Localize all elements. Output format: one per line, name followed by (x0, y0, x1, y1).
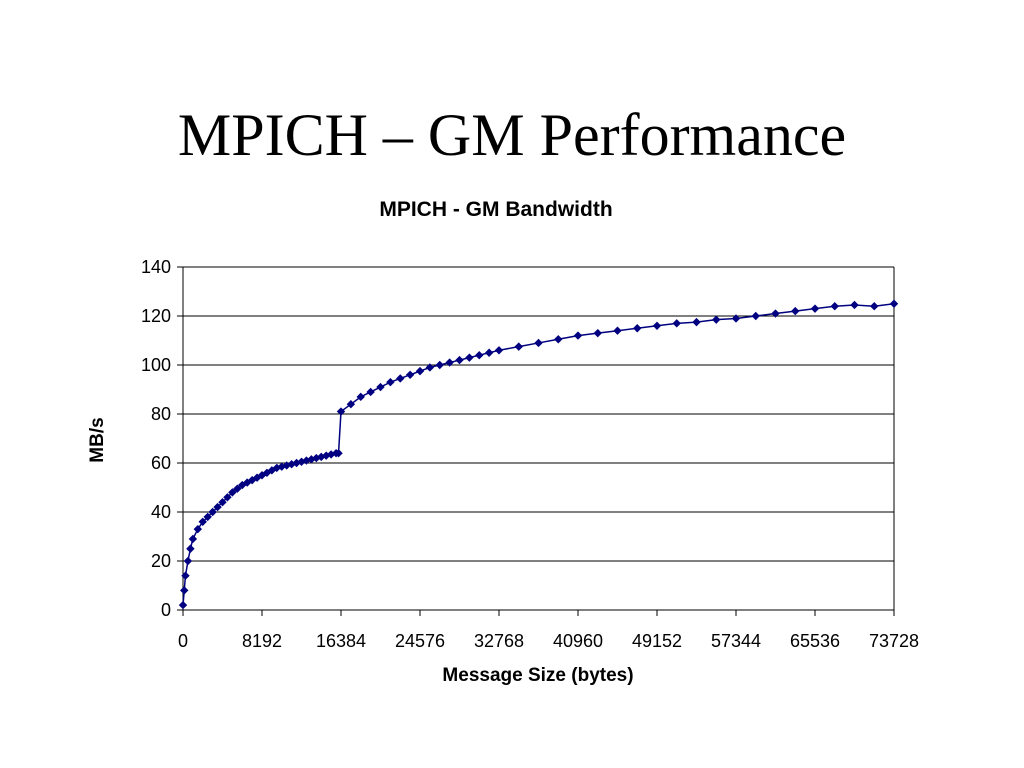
y-tick-label: 100 (141, 355, 171, 375)
data-point (534, 338, 543, 348)
data-point (633, 324, 642, 333)
data-point (455, 355, 464, 365)
data-point (425, 363, 435, 372)
data-point (233, 484, 242, 493)
data-point (186, 544, 195, 553)
series-line (182, 303, 895, 606)
data-point (692, 317, 701, 327)
data-point (218, 497, 227, 507)
data-point (415, 366, 425, 376)
data-point (346, 399, 356, 409)
data-point (573, 331, 583, 340)
data-point (178, 600, 188, 610)
data-point (183, 556, 193, 566)
data-point (613, 326, 622, 335)
data-point (652, 321, 662, 331)
data-point (356, 392, 365, 402)
data-point (213, 502, 222, 512)
data-point (465, 353, 474, 362)
y-tick-label: 80 (151, 404, 171, 424)
data-point (435, 360, 444, 370)
x-tick-label: 16384 (316, 631, 366, 651)
data-point (203, 512, 212, 522)
x-tick-label: 65536 (790, 631, 840, 651)
data-point (889, 299, 899, 308)
x-tick-label: 0 (178, 631, 188, 651)
data-point (830, 301, 839, 311)
y-tick-label: 60 (151, 453, 171, 473)
data-point (751, 311, 760, 321)
y-tick-label: 40 (151, 502, 171, 522)
x-tick-label: 8192 (242, 631, 282, 651)
data-point (712, 315, 721, 324)
data-point (771, 309, 780, 318)
x-axis-ticks: 0 8192 16384 24576 32768 40960 49152 57344 65536… (178, 610, 919, 651)
axes (182, 267, 895, 611)
data-point (198, 517, 207, 527)
data-point (870, 301, 879, 311)
data-point (810, 304, 820, 313)
x-tick-label: 49152 (632, 631, 682, 651)
y-tick-label: 140 (141, 257, 171, 277)
data-point (445, 358, 454, 367)
data-point (731, 314, 741, 323)
data-point (405, 370, 415, 380)
y-axis-label: MB/s (87, 417, 108, 462)
data-point (366, 387, 375, 397)
data-point (850, 300, 859, 310)
data-point (376, 382, 385, 392)
y-axis-ticks: 0 20 40 60 80 100 120 140 (141, 257, 183, 620)
data-point (593, 328, 602, 338)
data-point (228, 488, 237, 497)
y-tick-label: 0 (161, 600, 171, 620)
data-point (223, 493, 232, 502)
data-point (188, 534, 198, 544)
gridlines (183, 266, 894, 562)
x-tick-label: 73728 (869, 631, 919, 651)
data-point (208, 507, 217, 517)
data-point (180, 586, 189, 595)
data-point (494, 346, 504, 355)
data-point (514, 342, 523, 351)
data-point (396, 374, 405, 383)
data-point (336, 407, 346, 416)
slide-title: MPICH – GM Performance (177, 102, 847, 168)
data-point (484, 348, 494, 357)
x-tick-label: 40960 (553, 631, 603, 651)
x-axis-label: Message Size (bytes) (442, 665, 633, 686)
x-tick-label: 32768 (474, 631, 524, 651)
data-point (386, 377, 395, 387)
data-point (334, 448, 343, 458)
chart-title: MPICH - GM Bandwidth (379, 198, 612, 221)
data-point (475, 350, 484, 360)
data-point (193, 524, 203, 534)
y-tick-label: 120 (141, 306, 171, 326)
data-point (672, 319, 681, 328)
x-tick-label: 24576 (395, 631, 445, 651)
data-point (791, 306, 800, 316)
bandwidth-series (178, 299, 899, 610)
data-point (181, 571, 190, 580)
y-tick-label: 20 (151, 551, 171, 571)
data-point (554, 335, 563, 344)
x-tick-label: 57344 (711, 631, 761, 651)
